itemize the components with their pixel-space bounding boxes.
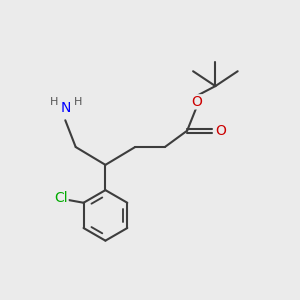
Text: Cl: Cl [54,191,68,205]
Text: N: N [61,101,71,116]
Text: O: O [191,95,202,109]
Text: H: H [50,97,58,107]
Text: O: O [215,124,226,138]
Text: H: H [74,97,82,107]
